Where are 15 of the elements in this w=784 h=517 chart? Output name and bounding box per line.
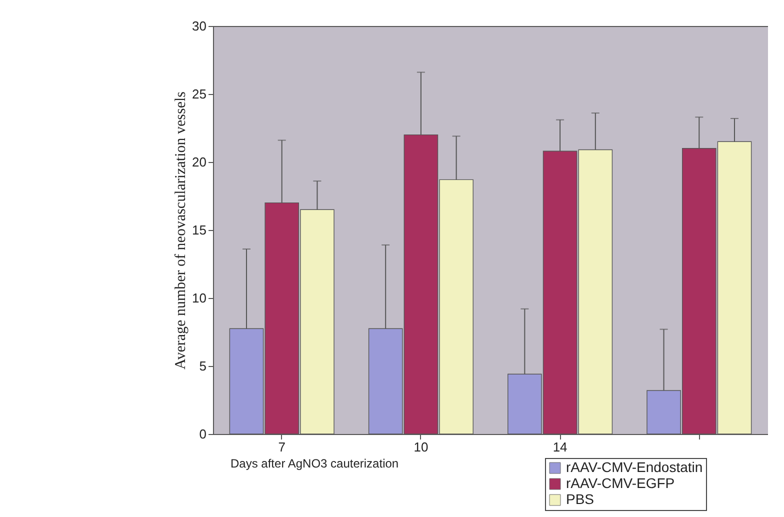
legend-label: PBS [566,491,594,507]
x-tick-label: 7 [278,440,286,454]
y-tick-label: 30 [192,18,206,34]
y-tick-label: 20 [192,154,206,170]
legend-label: rAAV-CMV-EGFP [566,475,675,491]
y-tick-label: 10 [192,290,206,306]
y-tick-label: 0 [199,426,206,442]
x-tick-label: 10 [414,440,428,454]
y-tick-label: 25 [192,86,206,102]
x-tick-label: 14 [552,440,568,454]
x-axis-title: Days after AgNO3 cauterization [230,456,399,470]
y-tick-label: 5 [199,358,206,374]
y-tick-label: 15 [192,222,206,238]
y-axis-title: Average number of neovascularization vessels [173,91,190,370]
legend-label: rAAV-CMV-Endostatin [566,459,703,475]
